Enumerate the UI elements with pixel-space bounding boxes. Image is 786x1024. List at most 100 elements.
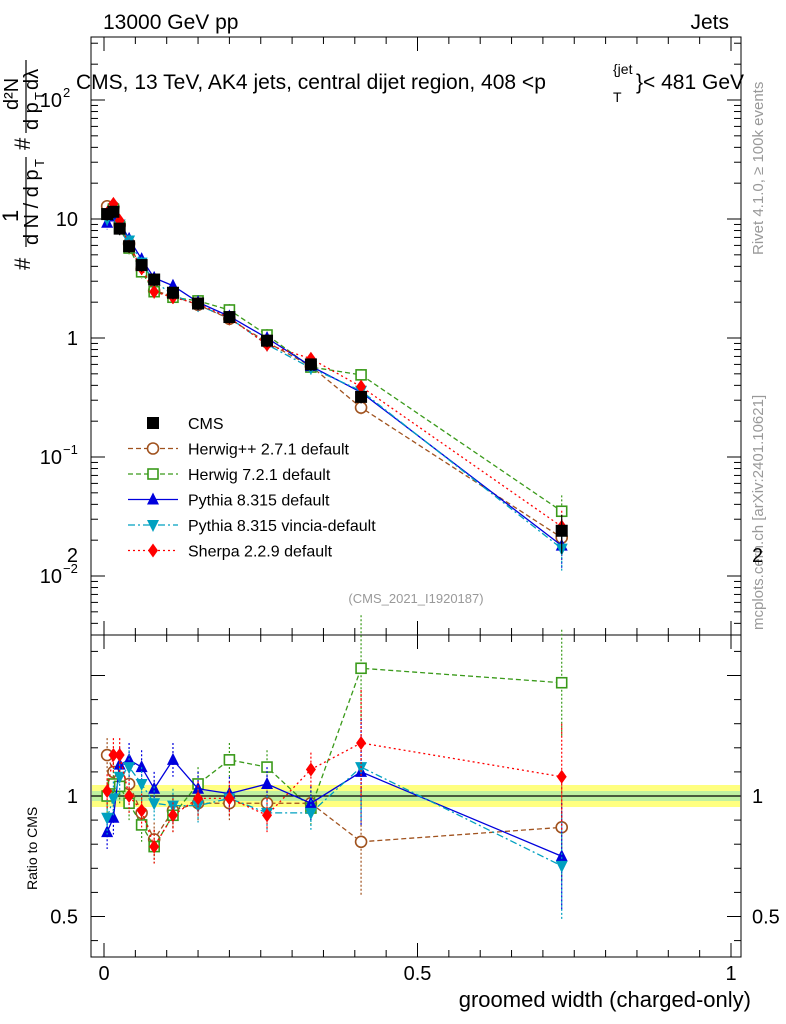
legend-marker xyxy=(147,468,159,480)
ratio-point xyxy=(556,769,567,784)
svg-text:1: 1 xyxy=(0,210,23,222)
ratio-point xyxy=(555,860,568,873)
header-left: 13000 GeV pp xyxy=(103,11,238,34)
data-point xyxy=(261,334,274,347)
data-point xyxy=(148,273,161,286)
legend-label: Herwig++ 2.7.1 default xyxy=(188,442,350,459)
ratio-point xyxy=(261,776,274,789)
ratio-point xyxy=(107,793,120,806)
ratio-series-layer xyxy=(100,615,569,919)
y-tick-label-main: 10 xyxy=(40,447,62,469)
data-point xyxy=(123,240,136,253)
svg-text:d p: d p xyxy=(21,102,43,130)
series-line xyxy=(106,211,563,550)
legend-label: Sherpa 2.2.9 default xyxy=(188,544,333,561)
y-axis-label-ratio: Ratio to CMS xyxy=(24,807,40,890)
ratio-point xyxy=(102,784,113,799)
svg-text:T: T xyxy=(32,92,47,100)
svg-text:#: # xyxy=(10,257,35,270)
ratio-point xyxy=(149,839,160,854)
legend-marker xyxy=(146,442,160,455)
ratio-point xyxy=(167,808,178,823)
x-tick-label: 0 xyxy=(98,963,109,985)
ratio-point xyxy=(123,762,136,775)
ratio-point xyxy=(101,812,114,825)
y-tick-label-exp: 2 xyxy=(63,85,70,100)
svg-text:#: # xyxy=(10,137,35,150)
data-point xyxy=(355,369,367,381)
legend-label: Herwig 7.2.1 default xyxy=(188,467,331,484)
series-herwig-7-2-1-default xyxy=(101,203,568,535)
watermark: (CMS_2021_I1920187) xyxy=(348,591,483,606)
legend-label: Pythia 8.315 default xyxy=(188,493,330,510)
data-point xyxy=(113,222,126,235)
data-point xyxy=(166,286,179,299)
svg-text:T: T xyxy=(32,159,47,167)
ratio-point xyxy=(113,771,126,784)
ratio-point xyxy=(304,807,317,820)
ratio-point xyxy=(192,781,205,794)
series-pythia-8-315-default xyxy=(101,209,568,569)
data-point xyxy=(223,311,236,324)
legend-marker xyxy=(147,520,159,532)
title-sub: T xyxy=(613,89,622,105)
rivet-label: Rivet 4.1.0, ≥ 100k events xyxy=(750,82,767,255)
ratio-point xyxy=(108,748,119,763)
data-point xyxy=(192,297,205,310)
ratio-point xyxy=(356,735,367,750)
ratio-point xyxy=(136,803,147,818)
series-line xyxy=(106,208,563,512)
ratio-point xyxy=(193,791,204,806)
legend-marker xyxy=(147,417,159,429)
ratio-point xyxy=(555,849,568,862)
legend-entry: Herwig 7.2.1 default xyxy=(128,467,331,484)
svg-text:dλ: dλ xyxy=(21,69,43,90)
main-series-layer xyxy=(100,196,569,572)
data-point xyxy=(356,379,367,394)
ratio-point xyxy=(135,778,148,791)
ratio-point xyxy=(166,752,179,765)
series-cms xyxy=(101,205,568,554)
ratio-sherpa-2-2-9-default xyxy=(102,689,567,864)
ratio-point xyxy=(262,808,273,823)
legend: CMS Herwig++ 2.7.1 default Herwig 7.2.1 de… xyxy=(128,416,376,561)
ratio-point xyxy=(355,762,368,775)
ratio-point xyxy=(555,676,568,689)
title-main: CMS, 13 TeV, AK4 jets, central dijet reg… xyxy=(76,71,546,94)
ratio-point xyxy=(304,796,317,809)
legend-label: Pythia 8.315 vincia-default xyxy=(188,518,376,535)
ratio-point xyxy=(305,762,316,777)
ratio-point xyxy=(223,754,236,766)
x-axis-label: groomed width (charged-only) xyxy=(459,987,751,1012)
legend-entry: Sherpa 2.2.9 default xyxy=(128,543,333,561)
y-tick-label-ratio-right: 1 xyxy=(752,786,763,808)
y-tick-label-main: 10 xyxy=(40,90,62,112)
title-tail: }< 481 GeV xyxy=(636,71,744,94)
legend-entry: Pythia 8.315 default xyxy=(128,492,330,510)
data-point xyxy=(107,205,120,218)
series-line xyxy=(106,202,563,528)
y-tick-label-ratio-right: 0.5 xyxy=(752,907,780,929)
ratio-point xyxy=(135,760,148,773)
ratio-point xyxy=(124,789,135,803)
y-tick-label-main: 10 xyxy=(56,209,78,231)
series-pythia-8-315-vincia-default xyxy=(101,206,568,572)
y-tick-label-ratio: 1 xyxy=(67,786,78,808)
ratio-point xyxy=(107,810,120,823)
ratio-point xyxy=(355,662,367,675)
y-tick-label-main: 1 xyxy=(67,328,78,350)
legend-label: CMS xyxy=(188,416,224,433)
data-point xyxy=(354,401,368,414)
legend-entry: Pythia 8.315 vincia-default xyxy=(128,518,376,535)
y-tick-label-exp: −2 xyxy=(63,561,78,576)
data-point xyxy=(555,524,568,537)
legend-marker xyxy=(148,543,158,558)
data-point xyxy=(135,259,148,272)
series-herwig-2-7-1-default xyxy=(100,199,569,561)
header-right: Jets xyxy=(690,11,729,34)
ratio-point xyxy=(114,748,125,763)
data-point xyxy=(355,390,368,403)
mcplots-label: mcplots.cern.ch [arXiv:2401.10621] xyxy=(750,395,767,630)
ratio-point xyxy=(354,835,368,849)
